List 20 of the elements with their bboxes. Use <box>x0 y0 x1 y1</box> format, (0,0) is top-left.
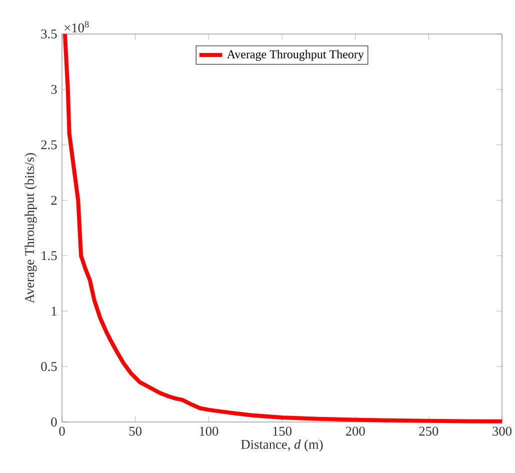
y-tick-label: 3 <box>51 84 57 94</box>
x-tick-label: 200 <box>346 426 365 436</box>
y-tick-label: 1.5 <box>42 251 57 260</box>
x-tick-label: 0 <box>59 426 65 436</box>
y-tick-label: 0 <box>51 417 57 426</box>
x-tick-label: 150 <box>273 426 292 436</box>
legend-label: Average Throughput Theory <box>226 50 364 61</box>
y-tick-label: 1 <box>52 306 56 316</box>
x-axis-title: Distance, d (m) <box>241 440 323 452</box>
x-tick-label: 250 <box>419 426 438 436</box>
line-series <box>62 32 504 424</box>
y-axis-title: Average Throughput (bits/s) <box>24 153 37 304</box>
y-tick-label: 3.5 <box>41 29 57 38</box>
x-tick-label: 300 <box>492 426 512 436</box>
y-tick-label: 2 <box>51 196 57 205</box>
text: ×10$^{8}$ <box>64 21 89 32</box>
x-tick-label: 100 <box>200 426 218 436</box>
y-tick-label: 0.5 <box>41 362 57 372</box>
x-tick-label: 50 <box>129 426 142 436</box>
y-tick-label: 2.5 <box>41 140 57 150</box>
